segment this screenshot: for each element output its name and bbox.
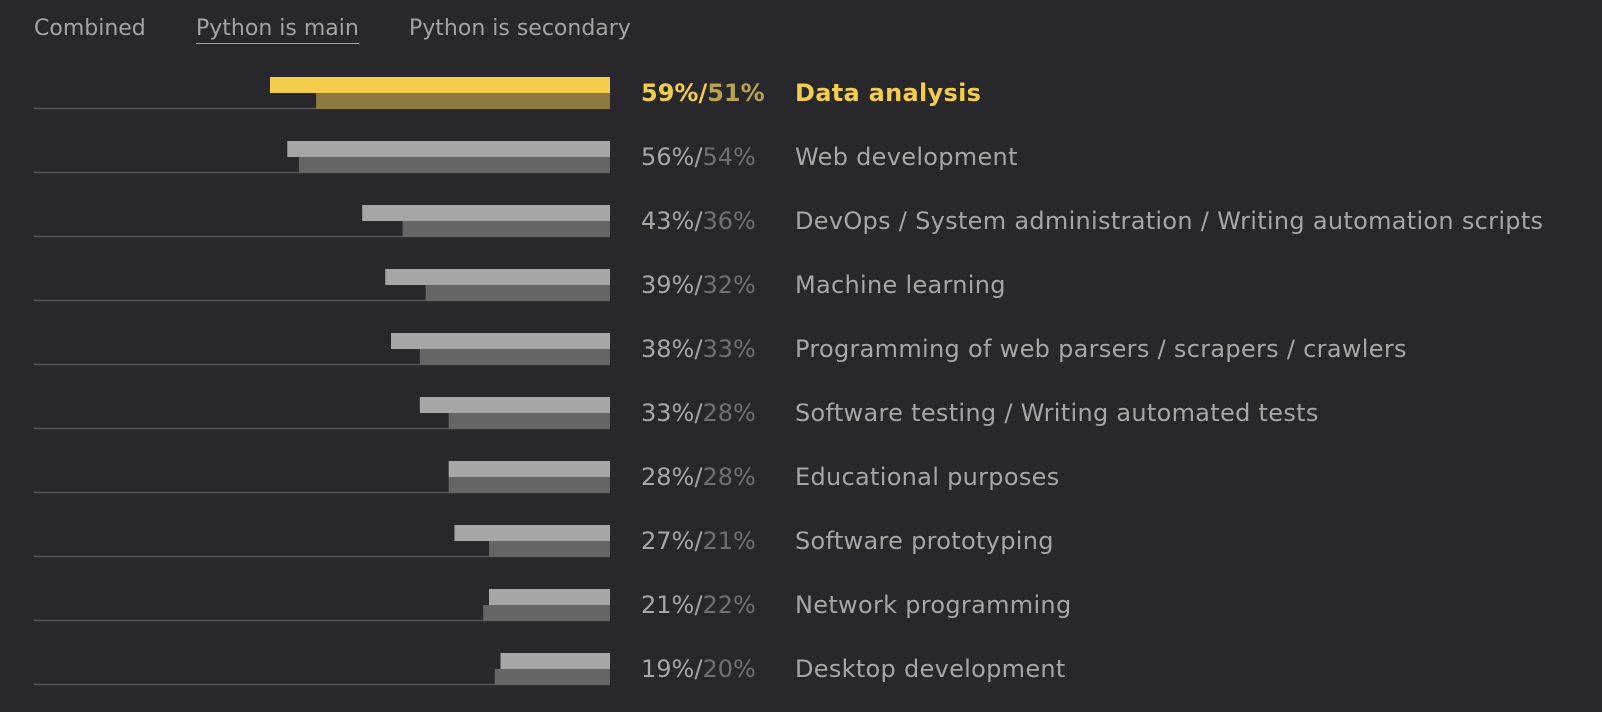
bar-python-is-main [500, 653, 610, 669]
value-main: 39%/ [641, 271, 703, 299]
bar-python-is-secondary [488, 541, 610, 557]
value-main: 33%/ [641, 399, 703, 427]
bar-python-is-main [419, 397, 610, 413]
value-secondary: 33% [702, 335, 755, 363]
value-secondary: 51% [707, 79, 764, 107]
value-label: 33%/28% [641, 399, 756, 427]
bar-python-is-secondary [425, 285, 610, 301]
category-label: Desktop development [795, 655, 1066, 683]
tab-combined[interactable]: Combined [34, 16, 146, 41]
bar-python-is-main [448, 461, 610, 477]
value-secondary: 20% [702, 655, 755, 683]
value-main: 56%/ [641, 143, 703, 171]
value-label: 56%/54% [641, 143, 756, 171]
value-label: 19%/20% [641, 655, 756, 683]
category-label: Programming of web parsers / scrapers / … [795, 335, 1407, 363]
bar-python-is-main [385, 269, 610, 285]
category-label: Software prototyping [795, 527, 1054, 555]
bar-python-is-main [454, 525, 610, 541]
bar-python-is-secondary [402, 221, 610, 237]
bar-python-is-main [391, 333, 610, 349]
value-label: 39%/32% [641, 271, 756, 299]
category-label: Software testing / Writing automated tes… [795, 399, 1319, 427]
value-main: 28%/ [641, 463, 703, 491]
category-label: Web development [795, 143, 1018, 171]
bar-python-is-secondary [448, 413, 610, 429]
bar-python-is-main [270, 77, 610, 93]
category-label: Machine learning [795, 271, 1006, 299]
tab-python-is-secondary[interactable]: Python is secondary [409, 16, 631, 41]
value-secondary: 21% [702, 527, 755, 555]
bar-python-is-main [488, 589, 610, 605]
category-label: DevOps / System administration / Writing… [795, 207, 1543, 235]
value-label: 43%/36% [641, 207, 756, 235]
bar-python-is-secondary [316, 93, 610, 109]
value-secondary: 36% [702, 207, 755, 235]
category-label: Network programming [795, 591, 1071, 619]
bar-python-is-main [362, 205, 610, 221]
value-main: 43%/ [641, 207, 703, 235]
value-main: 21%/ [641, 591, 703, 619]
value-label: 59%/51% [641, 79, 765, 107]
category-label: Educational purposes [795, 463, 1060, 491]
value-label: 28%/28% [641, 463, 756, 491]
value-main: 27%/ [641, 527, 703, 555]
tab-python-is-main[interactable]: Python is main [196, 16, 359, 44]
value-label: 38%/33% [641, 335, 756, 363]
value-secondary: 32% [702, 271, 755, 299]
value-secondary: 22% [702, 591, 755, 619]
value-main: 59%/ [641, 79, 707, 107]
bar-python-is-secondary [494, 669, 610, 685]
value-main: 19%/ [641, 655, 703, 683]
value-secondary: 54% [702, 143, 755, 171]
bar-python-is-secondary [483, 605, 610, 621]
value-main: 38%/ [641, 335, 703, 363]
value-label: 27%/21% [641, 527, 756, 555]
bar-python-is-secondary [419, 349, 610, 365]
value-label: 21%/22% [641, 591, 756, 619]
value-secondary: 28% [702, 463, 755, 491]
bar-python-is-secondary [298, 157, 610, 173]
bar-python-is-main [287, 141, 610, 157]
category-label: Data analysis [795, 79, 981, 107]
bar-python-is-secondary [448, 477, 610, 493]
value-secondary: 28% [702, 399, 755, 427]
